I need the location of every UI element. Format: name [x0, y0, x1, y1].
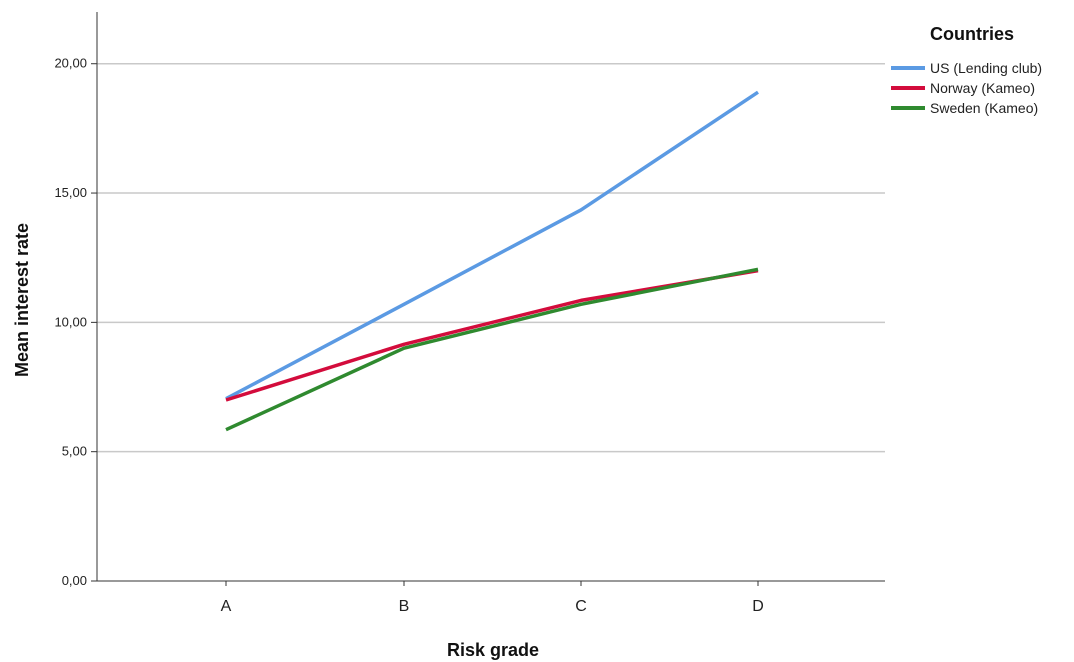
x-tick-labels: A B C D [221, 581, 764, 615]
y-tick-label: 10,00 [54, 314, 87, 329]
legend-label: US (Lending club) [930, 60, 1042, 76]
y-tick-label: 0,00 [62, 573, 87, 588]
legend: Countries US (Lending club) Norway (Kameo… [891, 24, 1042, 116]
y-tick-label: 15,00 [54, 185, 87, 200]
y-tick-label: 20,00 [54, 56, 87, 71]
axes [96, 12, 885, 582]
series-line [225, 268, 759, 402]
legend-label: Sweden (Kameo) [930, 100, 1038, 116]
series-line [225, 90, 759, 401]
x-tick-label: D [752, 598, 764, 615]
x-tick-label: B [399, 598, 410, 615]
y-tick-label: 5,00 [62, 444, 87, 459]
x-tick-label: C [575, 598, 587, 615]
x-axis-title: Risk grade [447, 640, 539, 660]
y-axis-title: Mean interest rate [12, 223, 32, 377]
series-line [225, 267, 759, 432]
y-tick-labels: 0,00 5,00 10,00 15,00 20,00 [54, 56, 97, 588]
grid-lines [97, 62, 885, 453]
legend-label: Norway (Kameo) [930, 80, 1035, 96]
legend-items: US (Lending club) Norway (Kameo) Sweden (K… [891, 60, 1042, 116]
x-tick-label: A [221, 598, 232, 615]
series-lines [225, 90, 759, 432]
legend-title: Countries [930, 24, 1014, 44]
